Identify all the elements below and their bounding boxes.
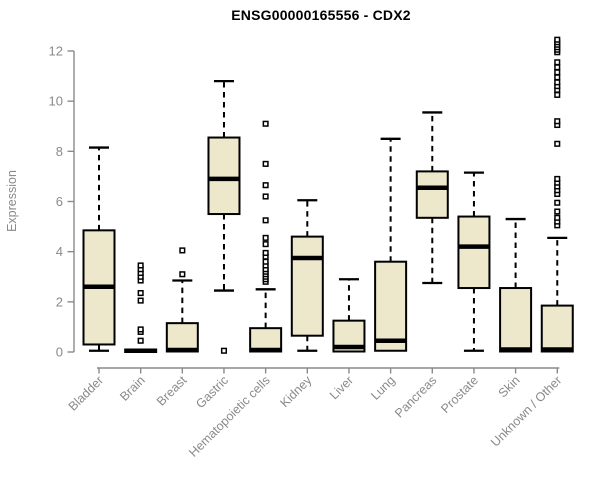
outlier-point	[220, 347, 228, 354]
x-tick-label: Lung	[368, 373, 398, 403]
box-Prostate	[457, 215, 491, 290]
x-tick-label: Skin	[496, 373, 523, 400]
box-Unknown / Other	[540, 304, 574, 353]
box-Pancreas	[415, 170, 449, 219]
outlier-point	[554, 199, 561, 206]
outlier-point	[262, 120, 269, 127]
outlier-point	[262, 182, 269, 189]
y-tick-label: 10	[49, 94, 63, 109]
y-tick-label: 2	[56, 294, 63, 309]
y-tick-label: 6	[56, 194, 63, 209]
outlier-point	[554, 79, 561, 86]
box-Kidney	[290, 235, 324, 337]
y-tick-label: 12	[49, 44, 63, 59]
outlier-point	[554, 69, 561, 76]
box-Gastric	[207, 136, 241, 216]
outlier-point	[262, 258, 269, 265]
y-tick-label: 8	[56, 144, 63, 159]
outlier-point	[262, 193, 269, 200]
outlier-point	[554, 64, 561, 71]
outlier-point	[262, 249, 269, 256]
box-Skin	[499, 287, 533, 353]
box-Lung	[374, 260, 408, 352]
outlier-point	[179, 271, 186, 278]
x-tick-label: Gastric	[193, 373, 231, 411]
outlier-point	[554, 175, 561, 182]
x-tick-label: Unknown / Other	[488, 373, 564, 449]
outlier-point	[554, 140, 561, 147]
chart-title: ENSG00000165556 - CDX2	[231, 7, 411, 23]
outlier-point	[262, 234, 269, 241]
outlier-point	[262, 241, 269, 248]
outlier-point	[179, 247, 186, 254]
outlier-point	[137, 337, 144, 344]
x-tick-label: Liver	[327, 373, 356, 402]
x-tick-label: Pancreas	[392, 373, 439, 420]
outlier-point	[554, 59, 561, 66]
outlier-point	[262, 217, 269, 224]
outlier-point	[554, 118, 561, 125]
outlier-point	[137, 262, 144, 269]
outlier-point	[137, 297, 144, 304]
box-Breast	[165, 322, 199, 353]
outlier-point	[137, 326, 144, 333]
outlier-point	[554, 91, 561, 98]
y-tick-label: 0	[56, 345, 63, 360]
x-tick-label: Prostate	[438, 373, 481, 416]
x-tick-label: Breast	[154, 373, 190, 409]
x-tick-label: Hematopoietic cells	[186, 373, 273, 460]
outlier-point	[554, 214, 561, 221]
x-tick-label: Bladder	[66, 373, 106, 413]
y-tick-label: 4	[56, 244, 63, 259]
outlier-point	[262, 160, 269, 167]
outlier-point	[554, 36, 561, 43]
x-tick-label: Brain	[117, 373, 148, 404]
outlier-point	[137, 290, 144, 297]
x-tick-label: Kidney	[277, 373, 314, 410]
outlier-point	[554, 74, 561, 81]
outlier-point	[554, 208, 561, 215]
